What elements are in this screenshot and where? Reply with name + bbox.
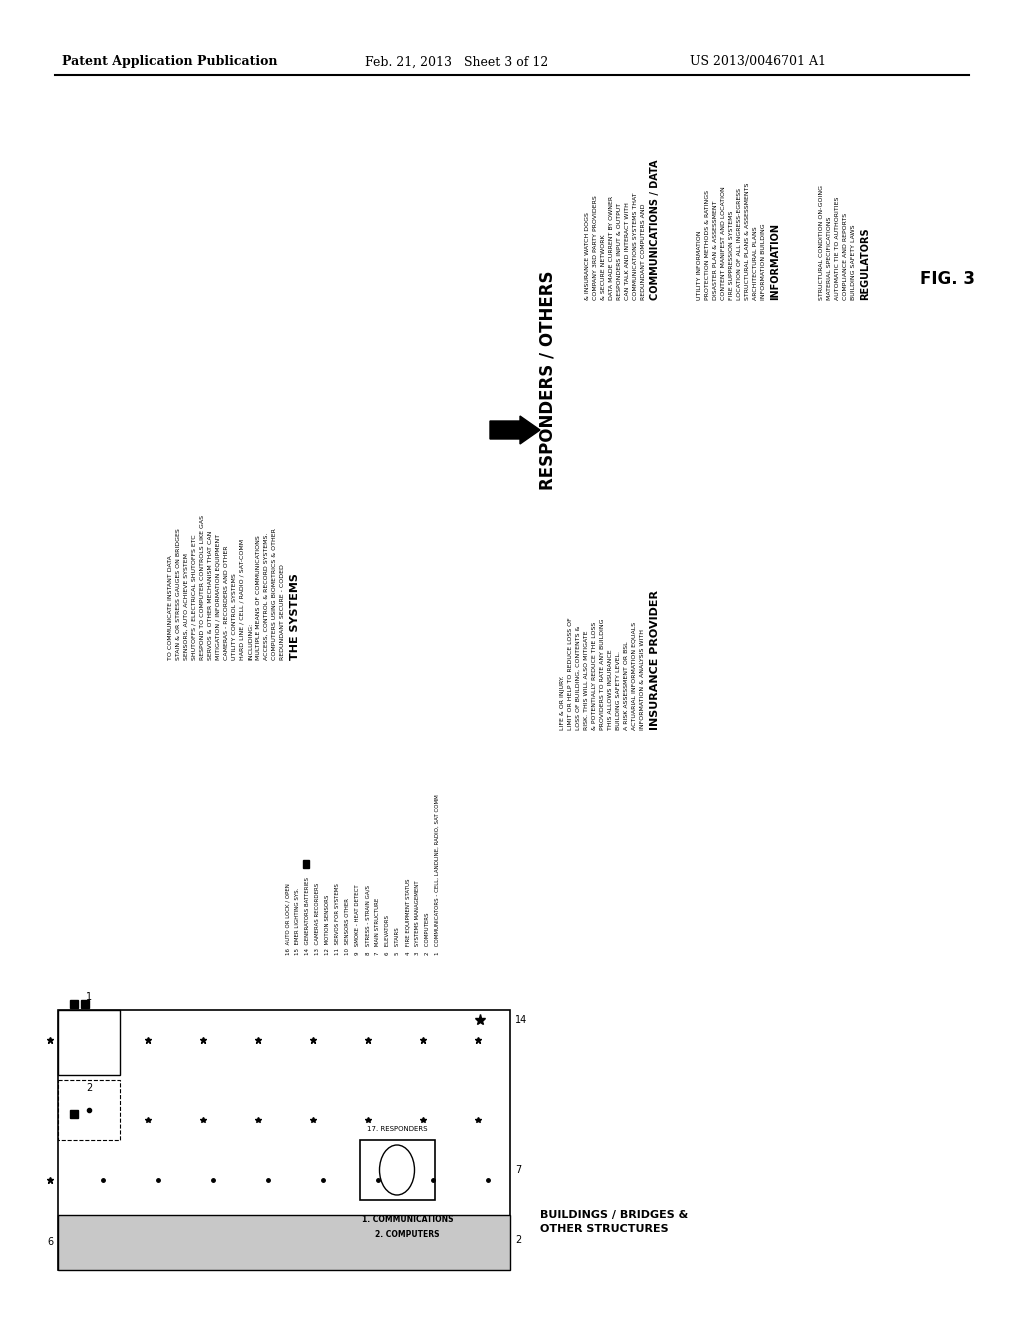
Bar	[58, 1080, 120, 1140]
Text: CAMERAS - RECORDERS AND OTHER: CAMERAS - RECORDERS AND OTHER	[224, 545, 229, 660]
Text: COMMUNICATIONS / DATA: COMMUNICATIONS / DATA	[650, 160, 660, 300]
Text: 12  MOTION SENSORS: 12 MOTION SENSORS	[325, 895, 330, 954]
Text: 15  EMER LIGHTING SYS.: 15 EMER LIGHTING SYS.	[295, 887, 300, 954]
Text: BUILDINGS / BRIDGES &
OTHER STRUCTURES: BUILDINGS / BRIDGES & OTHER STRUCTURES	[540, 1210, 688, 1234]
Text: UTILITY INFORMATION: UTILITY INFORMATION	[697, 231, 702, 300]
Text: MATERIAL SPECIFICATIONS: MATERIAL SPECIFICATIONS	[827, 216, 831, 300]
Text: FIG. 3: FIG. 3	[920, 271, 975, 288]
Ellipse shape	[380, 1144, 415, 1195]
Text: ARCHITECTURAL PLANS: ARCHITECTURAL PLANS	[753, 226, 758, 300]
Text: STRUCTURAL CONDITION ON-GOING: STRUCTURAL CONDITION ON-GOING	[819, 185, 824, 300]
Polygon shape	[303, 861, 309, 869]
Polygon shape	[70, 1110, 78, 1118]
Text: PROVIDERS TO RATE ANY BUILDING: PROVIDERS TO RATE ANY BUILDING	[600, 619, 605, 730]
Text: LOCATION OF ALL INGRESS-EGRESS: LOCATION OF ALL INGRESS-EGRESS	[737, 187, 742, 300]
Text: CONTENT MANIFEST AND LOCATION: CONTENT MANIFEST AND LOCATION	[721, 186, 726, 300]
Text: COMMUNICATIONS SYSTEMS THAT: COMMUNICATIONS SYSTEMS THAT	[633, 193, 638, 300]
Text: MITIGATION / INFORMATION EQUIPMENT: MITIGATION / INFORMATION EQUIPMENT	[216, 533, 221, 660]
Text: STAIN & OR STRESS GAUGES ON BRIDGES: STAIN & OR STRESS GAUGES ON BRIDGES	[176, 528, 181, 660]
Text: 17. RESPONDERS: 17. RESPONDERS	[368, 1126, 428, 1133]
Text: 2   COMPUTERS: 2 COMPUTERS	[425, 912, 430, 954]
Text: SENSORS, AUTO ACHIEVE SYSTEM: SENSORS, AUTO ACHIEVE SYSTEM	[184, 553, 189, 660]
Text: PROTECTION METHODS & RATINGS: PROTECTION METHODS & RATINGS	[705, 190, 710, 300]
Text: INSURANCE PROVIDER: INSURANCE PROVIDER	[650, 590, 660, 730]
Text: 2: 2	[515, 1236, 521, 1245]
Text: COMPLIANCE AND REPORTS: COMPLIANCE AND REPORTS	[843, 213, 848, 300]
Text: 16  AUTO OR LOCK / OPEN: 16 AUTO OR LOCK / OPEN	[285, 883, 290, 954]
Text: UTILITY CONTROL SYSTEMS: UTILITY CONTROL SYSTEMS	[232, 573, 237, 660]
Text: 4   FIRE EQUIPMENT STATUS: 4 FIRE EQUIPMENT STATUS	[406, 879, 410, 954]
Bar	[58, 1010, 120, 1074]
Text: SHUTOFFS / ELECTRICAL SHUTOFFS ETC: SHUTOFFS / ELECTRICAL SHUTOFFS ETC	[193, 535, 197, 660]
Text: COMPUTERS USING BIOMETRICS & OTHER: COMPUTERS USING BIOMETRICS & OTHER	[272, 528, 278, 660]
Text: BUILDING SAFETY LAWS: BUILDING SAFETY LAWS	[851, 224, 856, 300]
Text: RESPONDERS / OTHERS: RESPONDERS / OTHERS	[539, 271, 557, 490]
Text: 14: 14	[515, 1015, 527, 1026]
Text: INFORMATION: INFORMATION	[770, 223, 780, 300]
Text: AUTOMATIC TIE TO AUTHORITIES: AUTOMATIC TIE TO AUTHORITIES	[835, 197, 840, 300]
Text: LIMIT OR HELP TO REDUCE LOSS OF: LIMIT OR HELP TO REDUCE LOSS OF	[568, 618, 573, 730]
Text: SERVOS & OTHER MECHANISM THAT CAN: SERVOS & OTHER MECHANISM THAT CAN	[208, 531, 213, 660]
Bar	[58, 1214, 510, 1270]
Text: 14  GENERATORS BATTERIES: 14 GENERATORS BATTERIES	[305, 876, 310, 954]
Text: & INSURANCE WATCH DOGS: & INSURANCE WATCH DOGS	[585, 213, 590, 300]
Text: THIS ALLOWS INSURANCE: THIS ALLOWS INSURANCE	[608, 649, 613, 730]
Text: 8   STRESS - STRAIN GA/S: 8 STRESS - STRAIN GA/S	[365, 884, 370, 954]
Text: LOSS OF BUILDING, CONTENTS &: LOSS OF BUILDING, CONTENTS &	[575, 626, 581, 730]
Text: 2: 2	[86, 1082, 92, 1093]
Text: 6   ELEVATORS: 6 ELEVATORS	[385, 915, 390, 954]
Text: CAN TALK AND INTERACT WITH: CAN TALK AND INTERACT WITH	[625, 202, 630, 300]
Text: A RISK ASSESSMENT OR BSL: A RISK ASSESSMENT OR BSL	[624, 642, 629, 730]
Text: RISK. THIS WILL ALSO MITIGATE: RISK. THIS WILL ALSO MITIGATE	[584, 631, 589, 730]
Text: 13  CAMERAS RECORDERS: 13 CAMERAS RECORDERS	[315, 883, 319, 954]
FancyArrow shape	[490, 416, 540, 444]
Text: FIRE SUPPRESSION SYSTEMS: FIRE SUPPRESSION SYSTEMS	[729, 211, 734, 300]
Bar	[360, 1140, 435, 1200]
Text: 7: 7	[515, 1166, 521, 1175]
Text: 1   COMMUNICATORS - CELL, LANDLINE, RADIO, SAT COMM: 1 COMMUNICATORS - CELL, LANDLINE, RADIO,…	[435, 795, 440, 954]
Bar	[58, 1010, 510, 1270]
Text: DATA MADE CURRENT BY OWNER: DATA MADE CURRENT BY OWNER	[609, 195, 614, 300]
Text: TO COMMUNICATE INSTANT DATA: TO COMMUNICATE INSTANT DATA	[168, 556, 173, 660]
Text: MULTIPLE MEANS OF COMMUNICATIONS: MULTIPLE MEANS OF COMMUNICATIONS	[256, 535, 261, 660]
Text: INFORMATION BUILDING: INFORMATION BUILDING	[761, 223, 766, 300]
Text: RESPOND TO COMPUTER CONTROLS LIKE GAS: RESPOND TO COMPUTER CONTROLS LIKE GAS	[200, 515, 205, 660]
Text: 2. COMPUTERS: 2. COMPUTERS	[375, 1230, 439, 1239]
Text: BUILDING SAFETY LEVEL.: BUILDING SAFETY LEVEL.	[616, 651, 621, 730]
Text: STRUCTURAL PLANS & ASSESSMENTS: STRUCTURAL PLANS & ASSESSMENTS	[745, 182, 750, 300]
Text: Feb. 21, 2013   Sheet 3 of 12: Feb. 21, 2013 Sheet 3 of 12	[365, 55, 548, 69]
Text: 7   MAIN STRUCTURE: 7 MAIN STRUCTURE	[375, 898, 380, 954]
Text: RESPONDERS INPUT & OUTPUT: RESPONDERS INPUT & OUTPUT	[617, 203, 622, 300]
Text: LIFE & OR INJURY.: LIFE & OR INJURY.	[560, 676, 565, 730]
Text: REGULATORS: REGULATORS	[860, 227, 870, 300]
Text: HARD LINE / CELL / RADIO / SAT-COMM: HARD LINE / CELL / RADIO / SAT-COMM	[240, 539, 245, 660]
Text: US 2013/0046701 A1: US 2013/0046701 A1	[690, 55, 826, 69]
Polygon shape	[81, 1001, 89, 1008]
Text: 9   SMOKE - HEAT DETECT: 9 SMOKE - HEAT DETECT	[355, 884, 360, 954]
Text: Patent Application Publication: Patent Application Publication	[62, 55, 278, 69]
Text: DISASTER PLAN & ASSESSMENT: DISASTER PLAN & ASSESSMENT	[713, 201, 718, 300]
Text: ACTUARIAL INFORMATION EQUALS: ACTUARIAL INFORMATION EQUALS	[632, 622, 637, 730]
Text: 1. COMMUNICATIONS: 1. COMMUNICATIONS	[361, 1214, 454, 1224]
Text: THE SYSTEMS: THE SYSTEMS	[290, 573, 300, 660]
Text: 3   SYSTEMS MANAGEMENT: 3 SYSTEMS MANAGEMENT	[415, 880, 420, 954]
Text: 5   STAIRS: 5 STAIRS	[395, 927, 400, 954]
Text: REDUNDANT COMPUTERS AND: REDUNDANT COMPUTERS AND	[641, 203, 646, 300]
Text: 6: 6	[47, 1237, 53, 1247]
Text: 1: 1	[86, 993, 92, 1002]
Text: REDUNDANT SECURE - CODED: REDUNDANT SECURE - CODED	[280, 564, 285, 660]
Text: ACCESS, CONTROL & RECORD SYSTEMS.: ACCESS, CONTROL & RECORD SYSTEMS.	[264, 533, 269, 660]
Text: & POTENTIALLY REDUCE THE LOSS: & POTENTIALLY REDUCE THE LOSS	[592, 622, 597, 730]
Text: INCLUDING:: INCLUDING:	[248, 623, 253, 660]
Text: & SECURE NETWORK: & SECURE NETWORK	[601, 235, 606, 300]
Text: 10  SENSORS OTHER: 10 SENSORS OTHER	[345, 898, 350, 954]
Text: COMPANY 3RD PARTY PROVIDERS: COMPANY 3RD PARTY PROVIDERS	[593, 195, 598, 300]
Polygon shape	[70, 1001, 78, 1008]
Text: 11  SERVOS FOR SYSTEMS: 11 SERVOS FOR SYSTEMS	[335, 883, 340, 954]
Text: INFORMATION & ANALYSIS WITH: INFORMATION & ANALYSIS WITH	[640, 630, 645, 730]
